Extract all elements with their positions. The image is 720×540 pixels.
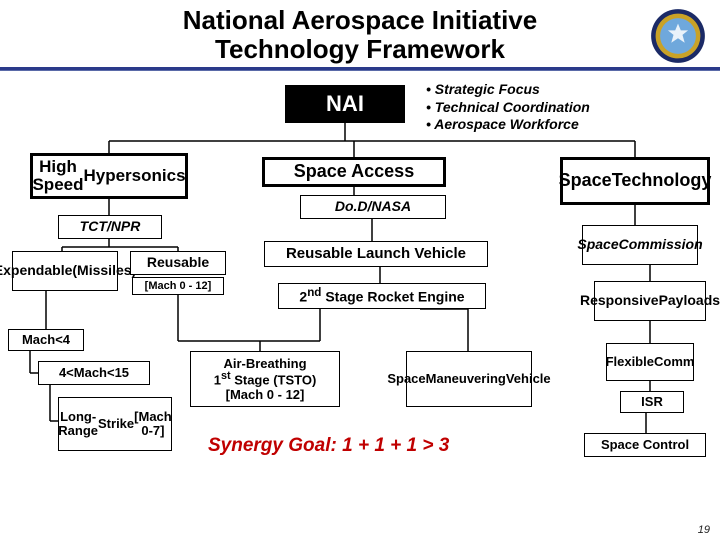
reusable-mach-box: [Mach 0 - 12] (132, 277, 224, 295)
bullet-2: • Technical Coordination (426, 99, 590, 117)
synergy-goal-text: Synergy Goal: 1 + 1 + 1 > 3 (208, 435, 449, 457)
pillar-space-access: Space Access (262, 157, 446, 187)
second-stage-box: 2nd Stage Rocket Engine (278, 283, 486, 309)
nai-root-box: NAI (285, 85, 405, 123)
flexible-comm-box: FlexibleComm (606, 343, 694, 381)
bullet-1: • Strategic Focus (426, 81, 590, 99)
title-line1: National Aerospace Initiative (183, 6, 537, 35)
page-number: 19 (698, 524, 710, 536)
title-line2: Technology Framework (183, 35, 537, 64)
responsive-payloads-box: ResponsivePayloads (594, 281, 706, 321)
nai-bullets: • Strategic Focus • Technical Coordinati… (426, 81, 590, 134)
bullet-3: • Aerospace Workforce (426, 116, 590, 134)
mach-lt4-box: Mach<4 (8, 329, 84, 351)
pillar-high-speed-hypersonics: High SpeedHypersonics (30, 153, 188, 199)
air-breathing-tsto-box: Air-Breathing 1st Stage (TSTO) [Mach 0 -… (190, 351, 340, 407)
tct-npr-box: TCT/NPR (58, 215, 162, 239)
space-control-box: Space Control (584, 433, 706, 457)
rlv-box: Reusable Launch Vehicle (264, 241, 488, 267)
long-range-strike-box: Long-RangeStrike[Mach 0-7] (58, 397, 172, 451)
slide-header: National Aerospace Initiative Technology… (0, 0, 720, 65)
dod-nasa-box: Do.D/NASA (300, 195, 446, 219)
expendable-box: Expendable(Missiles) (12, 251, 118, 291)
pillar-space-technology: SpaceTechnology (560, 157, 710, 205)
space-maneuvering-vehicle-box: SpaceManeuveringVehicle (406, 351, 532, 407)
slide-title: National Aerospace Initiative Technology… (183, 6, 537, 63)
dod-seal-icon (650, 8, 706, 64)
nai-label: NAI (326, 92, 364, 116)
space-commission-box: SpaceCommission (582, 225, 698, 265)
reusable-box: Reusable (130, 251, 226, 275)
mach-4-15-box: 4<Mach<15 (38, 361, 150, 385)
isr-box: ISR (620, 391, 684, 413)
diagram-canvas: NAI • Strategic Focus • Technical Coordi… (0, 71, 720, 531)
